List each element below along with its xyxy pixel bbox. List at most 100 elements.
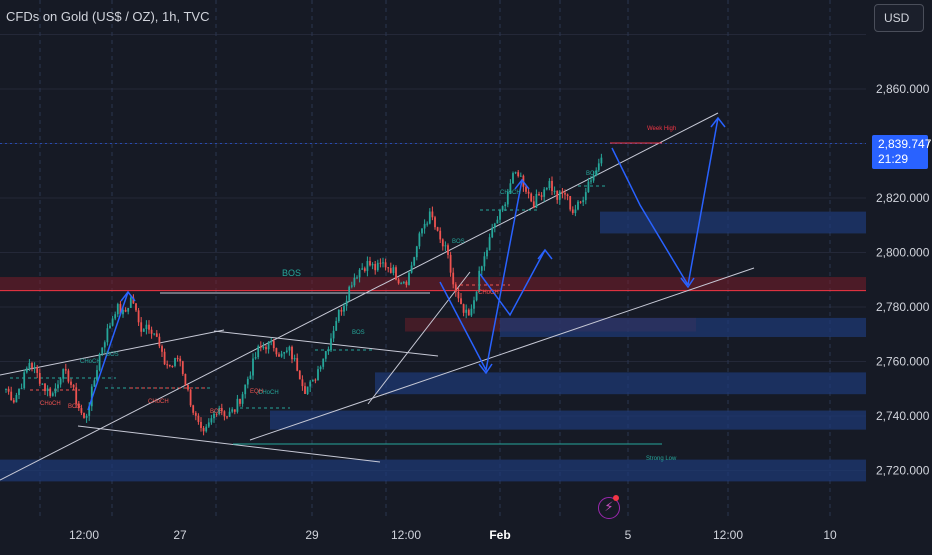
- time-tick-label: 5: [625, 528, 632, 542]
- candle-body: [236, 398, 239, 412]
- candle-body: [514, 172, 517, 174]
- time-tick-label: 12:00: [391, 528, 421, 542]
- candle-body: [231, 409, 234, 412]
- candle-body: [309, 381, 312, 387]
- bos-label: BOS: [68, 404, 81, 410]
- candle-body: [569, 196, 572, 210]
- candle-body: [421, 228, 423, 234]
- candle-body: [389, 268, 392, 273]
- projection-arrow: [87, 291, 129, 411]
- candle-body: [592, 175, 595, 181]
- candle-body: [501, 206, 504, 211]
- candle-body: [304, 386, 306, 394]
- candle-body: [402, 281, 405, 284]
- candle-body: [241, 394, 244, 404]
- candle-body: [127, 307, 130, 312]
- wedge-upper: [213, 330, 439, 357]
- bos-label: BOS: [106, 352, 119, 358]
- candle-body: [179, 358, 182, 362]
- candle-body: [285, 350, 288, 352]
- candle-body: [101, 347, 104, 355]
- candle-body: [556, 190, 559, 200]
- candle-body: [36, 367, 39, 373]
- candle-body: [369, 260, 371, 266]
- candle-body: [5, 388, 7, 390]
- arrow-head-down: [680, 277, 695, 289]
- candle-body: [397, 279, 400, 284]
- candle-body: [452, 272, 455, 285]
- price-tick-label: 2,800.000: [876, 246, 930, 260]
- candle-body: [358, 269, 361, 278]
- candle-body: [90, 386, 93, 407]
- candle-body: [218, 408, 221, 415]
- candle-body: [210, 418, 213, 423]
- candle-body: [480, 266, 483, 271]
- candle-body: [18, 388, 20, 396]
- candle-body: [288, 346, 291, 351]
- eqh-label: EQH: [250, 389, 263, 395]
- supply-zone-blue: [600, 211, 866, 234]
- week-high-label: Week High: [647, 126, 676, 132]
- lightning-icon[interactable]: ⚡: [598, 497, 620, 519]
- strong-low-zone: [0, 459, 866, 482]
- candle-body: [582, 200, 585, 203]
- candle-body: [150, 329, 153, 334]
- candle-body: [140, 322, 143, 332]
- candle-body: [246, 378, 249, 385]
- candle-body: [153, 333, 156, 335]
- candle-body: [77, 403, 80, 409]
- candle-body: [595, 170, 598, 176]
- bos-label: BOS: [586, 171, 599, 177]
- candle-body: [473, 300, 475, 309]
- candle-body: [335, 321, 338, 331]
- currency-button[interactable]: USD: [874, 4, 924, 32]
- candle-body: [379, 262, 382, 264]
- candle-body: [202, 427, 205, 432]
- candle-body: [171, 366, 174, 368]
- candle-body: [254, 357, 257, 359]
- time-tick-label: 27: [173, 528, 187, 542]
- candle-body: [470, 308, 473, 316]
- candle-body: [148, 324, 150, 330]
- candle-body: [59, 378, 62, 385]
- arrow-head-up: [120, 290, 136, 302]
- candle-body: [262, 347, 265, 349]
- arrow-head-down: [478, 363, 493, 375]
- candle-body: [574, 209, 577, 214]
- time-tick-label: 29: [305, 528, 319, 542]
- candle-body: [33, 367, 36, 369]
- time-tick-label: 12:00: [713, 528, 743, 542]
- candle-body: [187, 385, 189, 390]
- candle-body: [353, 277, 356, 286]
- candle-body: [31, 363, 33, 368]
- candle-body: [62, 369, 65, 379]
- bar-countdown: 21:29: [878, 152, 909, 166]
- candle-body: [597, 163, 600, 171]
- trend-line-inner: [367, 271, 471, 405]
- time-tick-label: Feb: [489, 528, 510, 542]
- candle-body: [161, 346, 163, 352]
- candle-body: [142, 329, 145, 332]
- candle-body: [395, 267, 397, 280]
- candle-body: [111, 318, 114, 326]
- candle-body: [10, 391, 13, 401]
- candle-body: [415, 246, 418, 258]
- candle-body: [566, 194, 569, 197]
- candle-body: [553, 190, 556, 192]
- candle-body: [517, 172, 520, 177]
- candle-body: [590, 180, 592, 182]
- candle-body: [93, 380, 96, 387]
- candle-body: [356, 277, 358, 279]
- candle-body: [457, 292, 460, 299]
- candle-body: [137, 310, 140, 323]
- candle-body: [363, 268, 366, 271]
- candle-body: [434, 217, 436, 228]
- candle-body: [343, 305, 345, 312]
- candle-body: [504, 204, 507, 207]
- candle-body: [327, 350, 330, 352]
- candle-body: [272, 340, 275, 349]
- candle-body: [408, 272, 410, 285]
